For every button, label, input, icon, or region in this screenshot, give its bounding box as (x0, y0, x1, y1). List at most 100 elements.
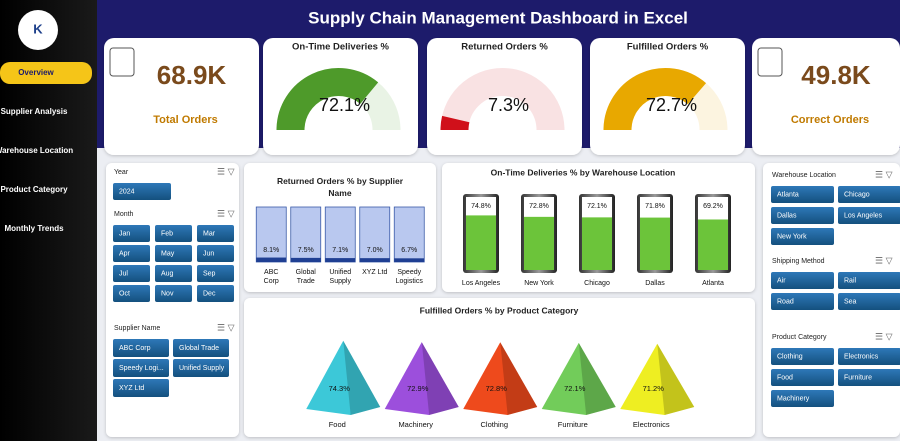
slicer-item[interactable]: Sep (203, 270, 216, 277)
slicer-title: Product Category (772, 334, 827, 341)
bar-frame (393, 206, 425, 263)
nav-active (0, 62, 92, 84)
slicer-item[interactable]: ABC Corp (119, 345, 151, 352)
slicer-item[interactable]: Food (777, 374, 793, 381)
category-label: Food (329, 420, 346, 429)
slicer-item[interactable]: Jul (119, 270, 128, 277)
slicer-button[interactable] (838, 293, 900, 310)
gauge-fill (603, 68, 707, 131)
slicer-button[interactable] (173, 339, 229, 357)
slicer-icon: ☰ ▽ (217, 322, 235, 332)
slicer-button[interactable] (113, 265, 150, 282)
slicer-button[interactable] (113, 225, 150, 242)
slicer-button[interactable] (838, 369, 900, 386)
slicer-button[interactable] (771, 207, 834, 224)
nav-item[interactable]: Supplier Analysis (1, 107, 68, 116)
slicer-button[interactable] (771, 272, 834, 289)
slicer-button[interactable] (173, 359, 229, 377)
slicer-item[interactable]: Unified Supply (179, 365, 225, 372)
slicer-item[interactable]: Global Trade (179, 345, 219, 352)
category-label: Chicago (584, 280, 610, 287)
slicer-item[interactable]: Jan (119, 230, 130, 237)
slicer-button[interactable] (113, 183, 171, 200)
pyramid-shade (343, 340, 381, 415)
nav-item[interactable]: Overview (18, 68, 54, 77)
slicer-button[interactable] (197, 285, 234, 302)
slicer-item[interactable]: Aug (161, 270, 174, 277)
slicer-button[interactable] (838, 348, 900, 365)
pyramid-shade (578, 342, 616, 415)
slicer-button[interactable] (771, 369, 834, 386)
slicer-item[interactable]: Speedy Logi... (119, 365, 164, 372)
slicer-button[interactable] (838, 272, 900, 289)
data-label: 72.8% (486, 384, 508, 393)
data-label: 7.1% (332, 247, 348, 254)
slicer-item[interactable]: Road (777, 298, 794, 305)
slicer-button[interactable] (838, 207, 900, 224)
nav-item[interactable]: Product Category (0, 185, 68, 194)
slicer-item[interactable]: Furniture (844, 374, 872, 381)
slicer-item[interactable]: Dec (203, 290, 216, 297)
data-label: 71.8% (645, 203, 665, 210)
slicer-button[interactable] (838, 186, 900, 203)
slicer-button[interactable] (771, 228, 834, 245)
bar-frame (290, 206, 322, 263)
slicer-button[interactable] (771, 390, 834, 407)
slicer-button[interactable] (155, 245, 192, 262)
slicer-item[interactable]: May (161, 250, 175, 257)
slicer-item[interactable]: Electronics (844, 353, 879, 360)
bar (290, 257, 321, 262)
slicer-icon: ☰ ▽ (875, 331, 893, 341)
slicer-item[interactable]: Dallas (777, 212, 797, 219)
slicer-item[interactable]: Rail (844, 277, 857, 284)
slicer-item[interactable]: Jun (203, 250, 214, 257)
slicer-item[interactable]: New York (777, 233, 807, 240)
slicer-button[interactable] (155, 285, 192, 302)
slicer-button[interactable] (197, 265, 234, 282)
slicer-icon: ☰ ▽ (217, 166, 235, 176)
slicer-button[interactable] (197, 225, 234, 242)
slicer-item[interactable]: Mar (203, 230, 216, 237)
slicer-button[interactable] (771, 348, 834, 365)
slicer-button[interactable] (197, 245, 234, 262)
chart-title: Returned Orders % by Supplier Name (277, 176, 404, 198)
slicer-item[interactable]: Apr (119, 250, 131, 257)
chart-title: On-Time Deliveries % by Warehouse Locati… (491, 167, 676, 177)
data-label: 8.1% (263, 247, 279, 254)
slicer-button[interactable] (113, 379, 169, 397)
slicer-item[interactable]: XYZ Ltd (119, 385, 144, 392)
slicer-button[interactable] (113, 339, 169, 357)
slicer-item[interactable]: Feb (161, 230, 173, 237)
title: Supply Chain Management Dashboard in Exc… (308, 8, 688, 27)
bar-frame (255, 206, 287, 263)
kpi-card (752, 38, 900, 155)
data-label: 74.8% (471, 203, 491, 210)
kpi-label: Correct Orders (791, 114, 869, 126)
nav-item[interactable]: Warehouse Location (0, 146, 73, 155)
slicer-button[interactable] (113, 285, 150, 302)
slicer-item[interactable]: Machinery (777, 395, 810, 402)
cylinder-fill (640, 217, 670, 270)
slicer-button[interactable] (113, 245, 150, 262)
slicer-button[interactable] (771, 293, 834, 310)
slicer-item[interactable]: Los Angeles (844, 212, 883, 219)
slicer-item[interactable]: Sea (844, 298, 857, 305)
slicer-item[interactable]: Chicago (844, 191, 870, 198)
category-label: Unified Supply (329, 269, 351, 285)
slicer-item[interactable]: Oct (119, 290, 130, 297)
slicer-item[interactable]: Atlanta (777, 191, 799, 198)
slicer-button[interactable] (155, 225, 192, 242)
nav-item[interactable]: Monthly Trends (4, 224, 64, 233)
slicer-button[interactable] (113, 359, 169, 377)
slicer-item[interactable]: 2024 (119, 188, 135, 195)
slicer-button[interactable] (771, 186, 834, 203)
slicer-icon: ☰ ▽ (217, 208, 235, 218)
slicer-item[interactable]: Air (777, 277, 786, 284)
bar (325, 258, 356, 262)
slicer-item[interactable]: Clothing (777, 353, 803, 360)
slicer-button[interactable] (155, 265, 192, 282)
bar (359, 258, 390, 262)
slicer-item[interactable]: Nov (161, 290, 174, 297)
